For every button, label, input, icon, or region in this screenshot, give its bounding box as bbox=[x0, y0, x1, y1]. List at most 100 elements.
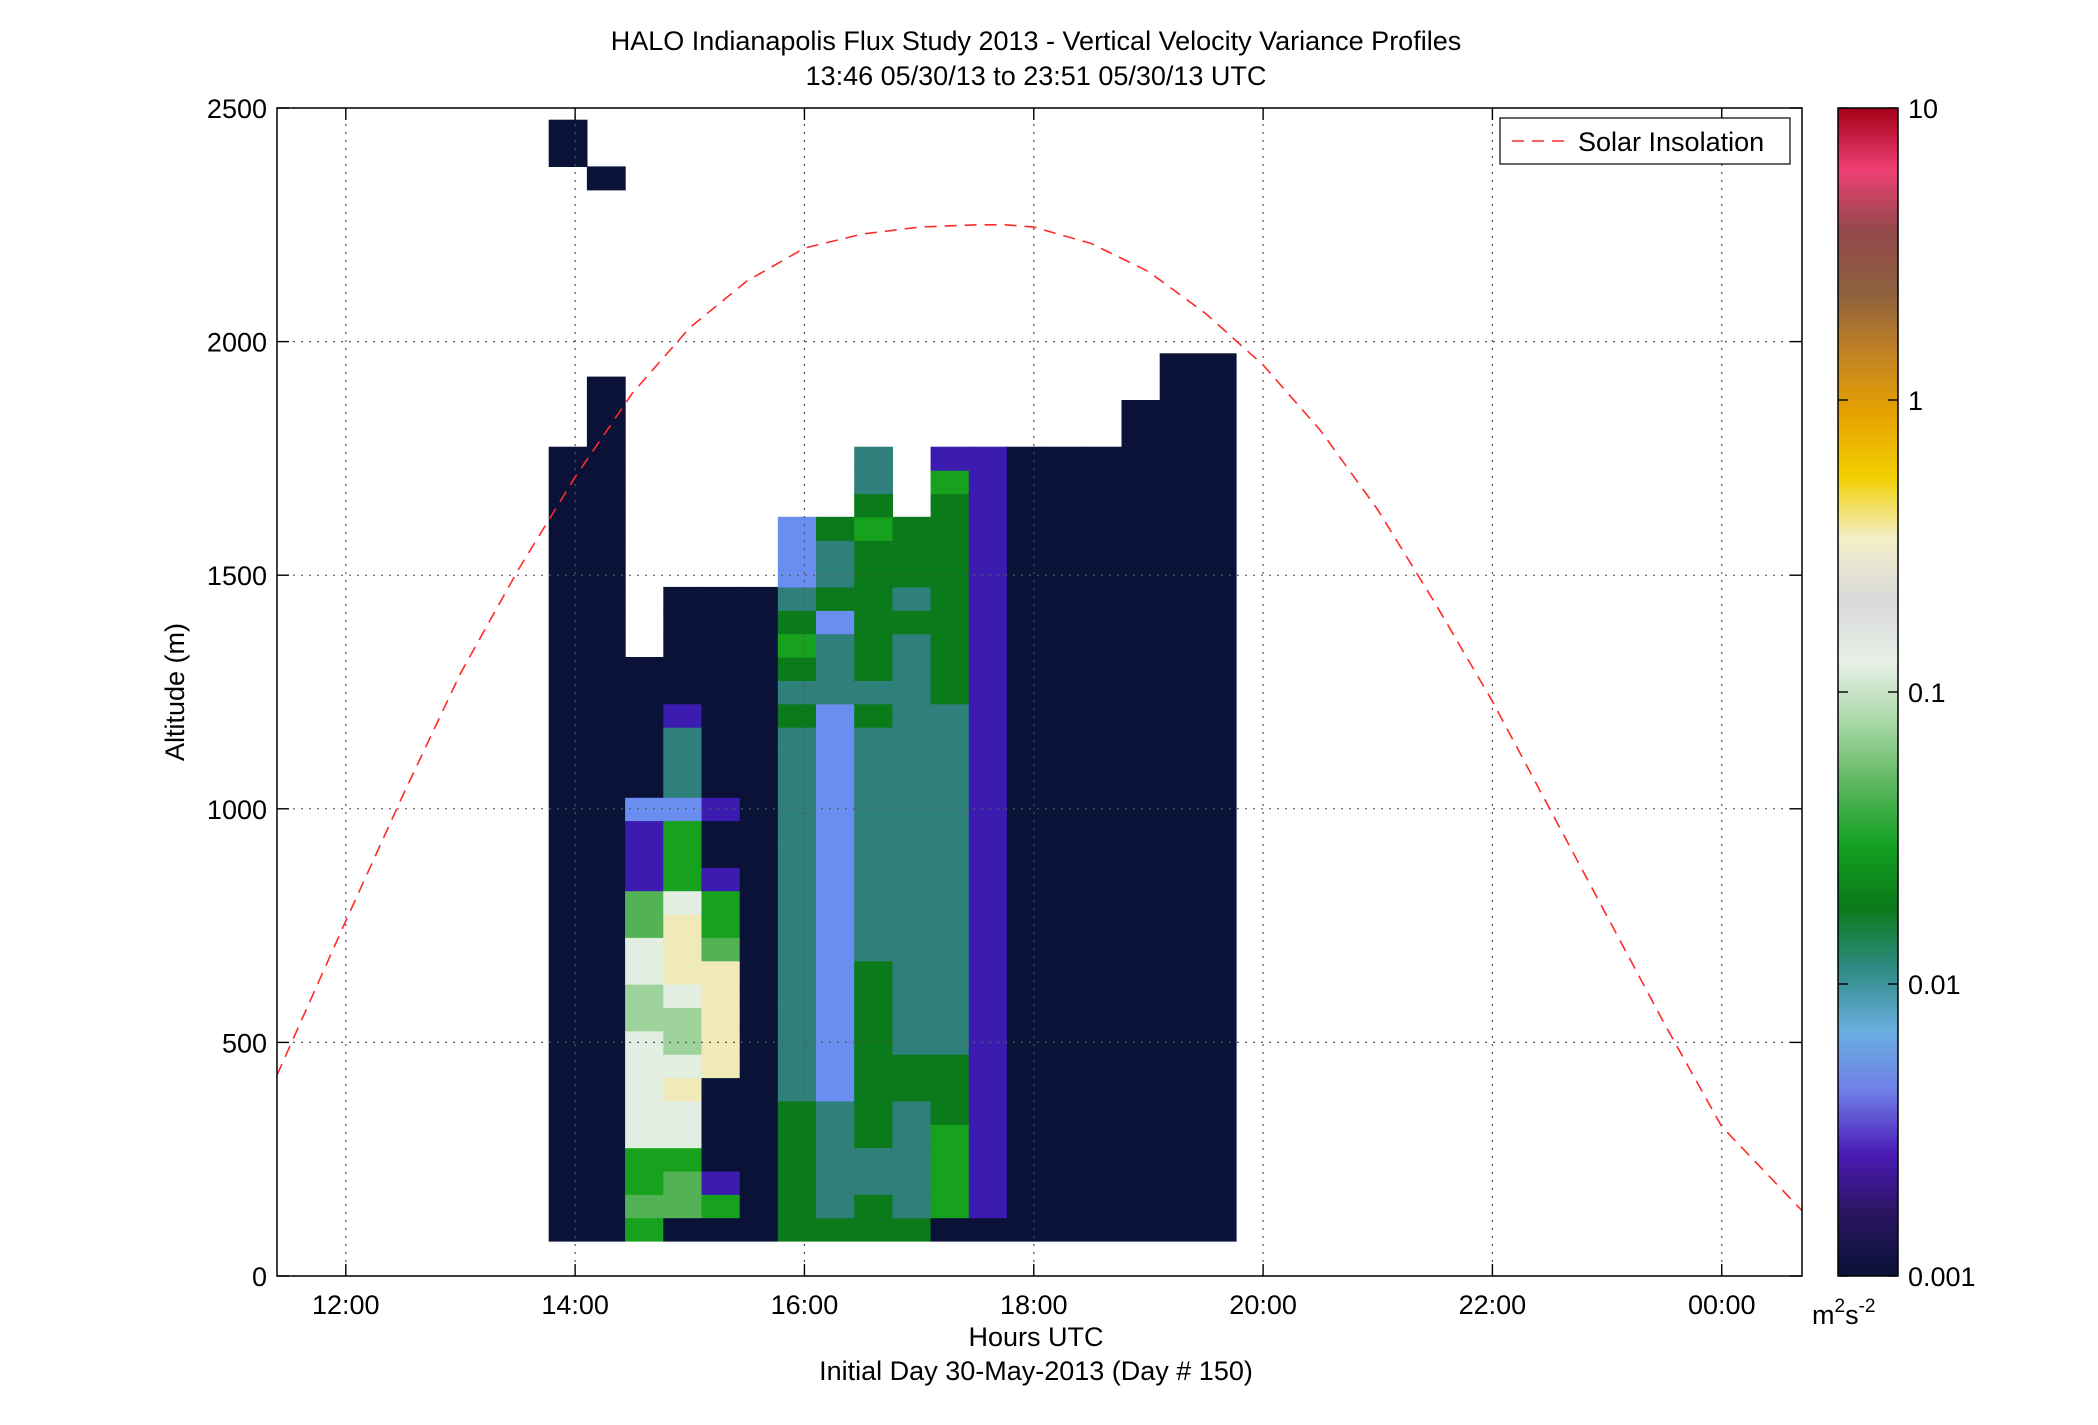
heatmap-cell bbox=[1006, 563, 1046, 588]
heatmap-cell bbox=[1083, 727, 1123, 751]
heatmap-cell bbox=[1121, 890, 1161, 915]
heatmap-cell bbox=[1045, 1170, 1084, 1195]
heatmap-cell bbox=[1121, 937, 1161, 962]
heatmap-cell bbox=[663, 773, 703, 798]
heatmap-cell bbox=[854, 540, 893, 565]
heatmap-cell bbox=[816, 727, 855, 751]
heatmap-cell bbox=[1006, 493, 1046, 518]
heatmap-cell bbox=[1159, 680, 1199, 705]
heatmap-cell bbox=[968, 703, 1008, 728]
heatmap-cell bbox=[892, 1100, 932, 1125]
heatmap-cell bbox=[1197, 1217, 1237, 1242]
heatmap-cell bbox=[1121, 470, 1161, 495]
heatmap-cell bbox=[586, 633, 626, 658]
heatmap-cell bbox=[777, 1147, 817, 1172]
heatmap-cell bbox=[663, 727, 703, 751]
heatmap-cell bbox=[548, 703, 588, 728]
heatmap-cell bbox=[739, 1147, 779, 1172]
heatmap-cell bbox=[777, 1217, 817, 1242]
heatmap-cell bbox=[701, 586, 741, 611]
heatmap-cell bbox=[625, 797, 664, 822]
heatmap-cell bbox=[968, 586, 1008, 611]
heatmap-cell bbox=[854, 797, 893, 822]
heatmap-cell bbox=[1045, 540, 1084, 565]
heatmap-cell bbox=[854, 773, 893, 798]
heatmap-cell bbox=[1045, 1007, 1084, 1032]
heatmap-cell bbox=[586, 1194, 626, 1219]
heatmap-cell bbox=[777, 703, 817, 728]
heatmap-cell bbox=[930, 937, 970, 962]
colorbar-tick-label: 0.001 bbox=[1908, 1262, 1976, 1292]
heatmap-cell bbox=[1121, 984, 1161, 1008]
heatmap-cell bbox=[1197, 867, 1237, 892]
heatmap-cell bbox=[816, 913, 855, 938]
heatmap-cell bbox=[1197, 610, 1237, 635]
heatmap-cell bbox=[1197, 586, 1237, 611]
heatmap-cell bbox=[892, 1054, 932, 1079]
heatmap-cell bbox=[777, 867, 817, 892]
heatmap-cell bbox=[968, 1077, 1008, 1102]
heatmap-cell bbox=[892, 820, 932, 845]
colorbar-units-label: m2s-2 bbox=[1812, 1296, 1875, 1330]
heatmap-cell bbox=[548, 119, 588, 144]
heatmap-cell bbox=[1159, 540, 1199, 565]
y-axis-ticks: 0 500 1000 1500 2000 2500 bbox=[207, 94, 1802, 1292]
heatmap-cell bbox=[663, 913, 703, 938]
heatmap-cell bbox=[854, 563, 893, 588]
heatmap-cell bbox=[586, 657, 626, 681]
heatmap-cell bbox=[625, 984, 664, 1008]
heatmap-cell bbox=[739, 1170, 779, 1195]
heatmap-cell bbox=[968, 493, 1008, 518]
heatmap-cell bbox=[968, 1194, 1008, 1219]
heatmap-cell bbox=[930, 446, 970, 471]
heatmap-cell bbox=[548, 1217, 588, 1242]
heatmap-cell bbox=[625, 773, 664, 798]
heatmap-cell bbox=[816, 1100, 855, 1125]
heatmap-cell bbox=[1006, 1100, 1046, 1125]
heatmap-cell bbox=[1045, 890, 1084, 915]
heatmap-cell bbox=[1197, 984, 1237, 1008]
heatmap-cell bbox=[548, 750, 588, 775]
heatmap-cell bbox=[1083, 843, 1123, 868]
heatmap-cell bbox=[548, 540, 588, 565]
heatmap-cell bbox=[1159, 773, 1199, 798]
heatmap-cell bbox=[777, 1194, 817, 1219]
heatmap-cell bbox=[892, 867, 932, 892]
heatmap-cell bbox=[625, 657, 664, 681]
heatmap-cell bbox=[548, 1194, 588, 1219]
colorbar-tick-label: 0.1 bbox=[1908, 678, 1946, 708]
heatmap-cell bbox=[854, 1054, 893, 1079]
heatmap-cell bbox=[1197, 376, 1237, 401]
heatmap-cell bbox=[854, 610, 893, 635]
x-tick-label: 12:00 bbox=[312, 1290, 380, 1320]
heatmap-cell bbox=[816, 1054, 855, 1079]
heatmap-cell bbox=[663, 633, 703, 658]
x-tick-label: 22:00 bbox=[1459, 1290, 1527, 1320]
colorbar-unit-sup2: -2 bbox=[1859, 1296, 1876, 1317]
heatmap-cell bbox=[1045, 493, 1084, 518]
heatmap-cell bbox=[1159, 400, 1199, 424]
heatmap-cell bbox=[586, 1077, 626, 1102]
heatmap-cell bbox=[1197, 937, 1237, 962]
heatmap-cell bbox=[1159, 960, 1199, 985]
heatmap-cell bbox=[1083, 1077, 1123, 1102]
heatmap-cell bbox=[930, 960, 970, 985]
y-tick-label: 2500 bbox=[207, 94, 267, 124]
x-axis-label: Hours UTC bbox=[968, 1322, 1103, 1352]
heatmap-cell bbox=[663, 610, 703, 635]
heatmap-cell bbox=[1045, 773, 1084, 798]
heatmap-cell bbox=[1006, 1077, 1046, 1102]
heatmap-cell bbox=[625, 913, 664, 938]
heatmap-cell bbox=[1159, 633, 1199, 658]
heatmap-cell bbox=[854, 727, 893, 751]
heatmap-cell bbox=[968, 913, 1008, 938]
heatmap-cell bbox=[548, 727, 588, 751]
heatmap-cell bbox=[548, 516, 588, 541]
heatmap-cell bbox=[625, 1077, 664, 1102]
heatmap-cell bbox=[1006, 540, 1046, 565]
heatmap-cell bbox=[586, 680, 626, 705]
heatmap-cell bbox=[854, 1077, 893, 1102]
heatmap-cell bbox=[586, 376, 626, 401]
heatmap-cell bbox=[625, 867, 664, 892]
heatmap-cell bbox=[1121, 680, 1161, 705]
